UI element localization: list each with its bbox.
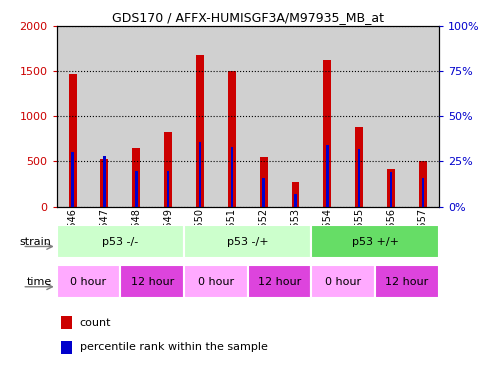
Text: time: time — [27, 277, 52, 287]
Bar — [387, 169, 395, 207]
Bar — [103, 156, 106, 207]
Bar — [184, 225, 312, 258]
Text: 0 hour: 0 hour — [325, 277, 361, 287]
Bar — [231, 147, 233, 207]
Bar — [216, 26, 247, 207]
Text: p53 -/+: p53 -/+ — [227, 236, 269, 247]
Bar — [390, 172, 392, 207]
Text: count: count — [80, 318, 111, 328]
Bar — [280, 26, 312, 207]
Bar — [89, 26, 120, 207]
Bar — [375, 26, 407, 207]
Bar — [61, 316, 72, 329]
Bar — [294, 194, 297, 207]
Bar — [260, 157, 268, 207]
Bar — [57, 225, 184, 258]
Text: percentile rank within the sample: percentile rank within the sample — [80, 343, 268, 352]
Bar — [199, 142, 201, 207]
Bar — [343, 26, 375, 207]
Bar — [164, 132, 172, 207]
Text: 12 hour: 12 hour — [386, 277, 428, 287]
Text: strain: strain — [20, 236, 52, 247]
Bar — [326, 145, 329, 207]
Text: 0 hour: 0 hour — [70, 277, 106, 287]
Bar — [407, 26, 439, 207]
Bar — [132, 148, 141, 207]
Bar — [135, 171, 138, 207]
Bar — [196, 55, 204, 207]
Bar — [247, 26, 280, 207]
Bar — [57, 265, 120, 298]
Bar — [291, 182, 299, 207]
Bar — [61, 341, 72, 354]
Text: 0 hour: 0 hour — [198, 277, 234, 287]
Text: p53 -/-: p53 -/- — [102, 236, 139, 247]
Bar — [358, 149, 360, 207]
Bar — [262, 178, 265, 207]
Bar — [312, 26, 343, 207]
Bar — [184, 265, 247, 298]
Bar — [355, 127, 363, 207]
Bar — [69, 74, 76, 207]
Bar — [120, 26, 152, 207]
Bar — [152, 26, 184, 207]
Bar — [375, 265, 439, 298]
Text: p53 +/+: p53 +/+ — [352, 236, 399, 247]
Bar — [167, 171, 170, 207]
Bar — [101, 159, 108, 207]
Text: 12 hour: 12 hour — [131, 277, 174, 287]
Bar — [312, 225, 439, 258]
Bar — [323, 60, 331, 207]
Bar — [71, 152, 74, 207]
Title: GDS170 / AFFX-HUMISGF3A/M97935_MB_at: GDS170 / AFFX-HUMISGF3A/M97935_MB_at — [112, 11, 384, 25]
Bar — [120, 265, 184, 298]
Bar — [419, 161, 427, 207]
Bar — [422, 178, 424, 207]
Bar — [184, 26, 216, 207]
Bar — [228, 71, 236, 207]
Bar — [312, 265, 375, 298]
Bar — [247, 265, 312, 298]
Bar — [57, 26, 89, 207]
Text: 12 hour: 12 hour — [258, 277, 301, 287]
